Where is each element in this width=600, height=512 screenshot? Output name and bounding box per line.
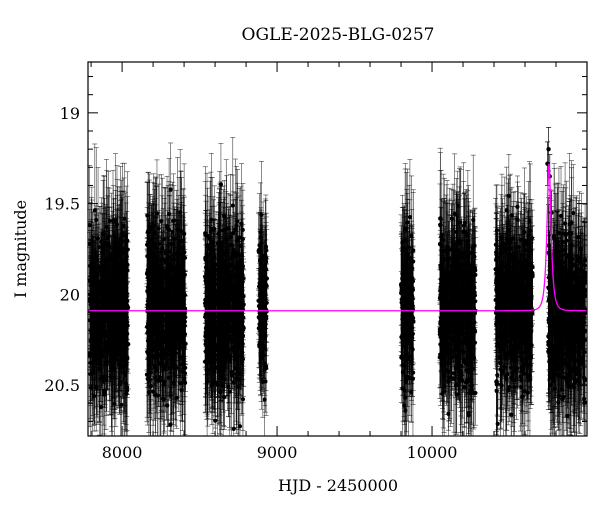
- data-point: [495, 392, 501, 436]
- y-tick-label: 19: [60, 104, 80, 123]
- data-layer: [87, 127, 588, 437]
- y-axis-label: I magnitude: [11, 200, 30, 298]
- x-axis-label: HJD - 2450000: [278, 476, 398, 495]
- x-tick-label: 9000: [257, 443, 298, 462]
- y-tick-label: 20.5: [44, 376, 80, 395]
- x-tick-label: 10000: [407, 443, 458, 462]
- y-tick-label: 20: [60, 285, 80, 304]
- y-tick-label: 19.5: [44, 195, 80, 214]
- x-tick-label: 8000: [102, 443, 143, 462]
- chart-title: OGLE-2025-BLG-0257: [242, 25, 435, 45]
